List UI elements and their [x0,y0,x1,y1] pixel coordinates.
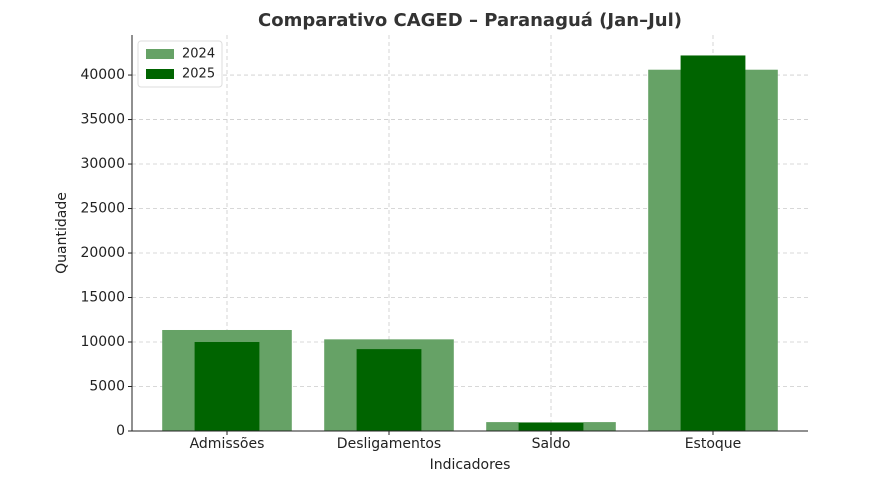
x-tick-label: Saldo [532,436,571,452]
y-tick-label: 0 [116,423,125,439]
bar [356,349,422,431]
legend-swatch [146,49,174,59]
bar [194,342,260,431]
x-tick-label: Admissões [190,436,265,452]
legend-label: 2024 [182,47,215,62]
y-axis-label: Quantidade [54,192,70,274]
x-tick-label: Desligamentos [337,436,441,452]
y-tick-label: 35000 [80,112,125,128]
y-tick-label: 20000 [80,245,125,261]
y-tick-label: 5000 [89,379,125,395]
chart-title: Comparativo CAGED – Paranaguá (Jan–Jul) [258,10,682,31]
bar [518,422,584,431]
bar [680,55,746,432]
y-tick-label: 10000 [80,334,125,350]
legend-label: 2025 [182,67,215,82]
x-axis-label: Indicadores [430,457,511,473]
y-tick-label: 40000 [80,67,125,83]
y-tick-label: 30000 [80,156,125,172]
y-tick-label: 25000 [80,201,125,217]
legend-swatch [146,69,174,79]
y-tick-label: 15000 [80,290,125,306]
x-tick-label: Estoque [685,436,742,452]
